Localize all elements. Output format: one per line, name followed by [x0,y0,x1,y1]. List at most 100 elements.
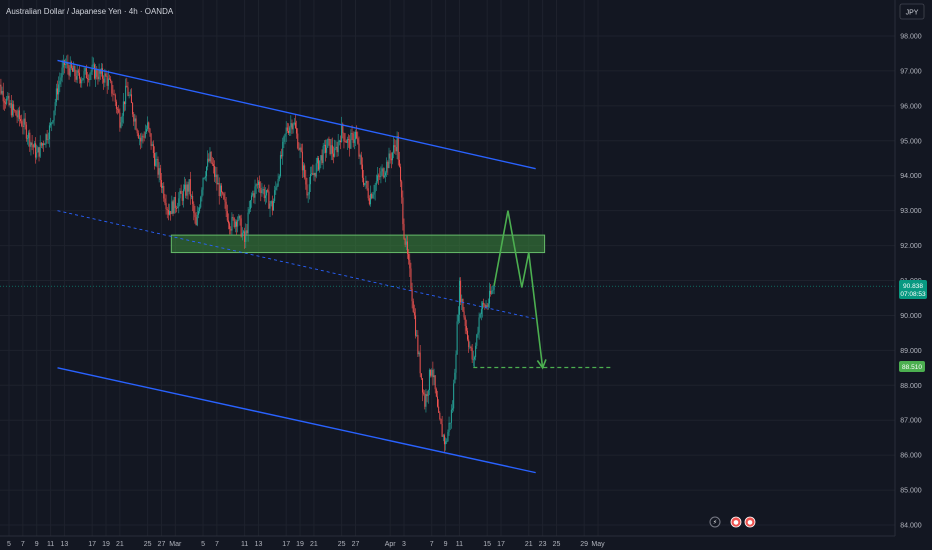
candle-body [207,158,209,167]
candle-body [118,109,120,113]
candle-body [219,185,221,197]
candle-body [418,352,420,355]
candle-body [352,133,354,143]
time-tick-label: 11 [456,541,463,548]
candle-body [360,155,362,165]
time-tick-label: 7 [21,541,25,548]
candle-body [197,211,199,215]
candle-body [254,186,256,198]
candle-body [285,127,287,134]
price-axis[interactable] [895,0,932,536]
candle-body [313,172,315,175]
price-tick-label: 90.000 [900,313,922,320]
candle-body [77,70,79,73]
currency-button[interactable]: JPY [899,3,925,20]
candle-body [305,177,307,185]
candle-body [269,203,271,209]
resistance-zone[interactable] [170,234,546,254]
flag-icon[interactable]: ● [744,516,756,528]
candle-body [293,122,295,124]
trend-channel[interactable] [0,59,895,474]
projection-polyline[interactable] [493,210,544,368]
candle-body [368,198,370,205]
candle-body [365,181,367,183]
time-tick-label: May [591,541,605,548]
candle-body [300,147,302,152]
candle-body [154,153,156,166]
candle-body [189,179,191,197]
candle-body [10,103,12,116]
candle-body [378,175,380,177]
candle-body [130,94,132,104]
flag-icon[interactable]: ● [730,516,742,528]
candle-body [412,301,414,313]
candle-body [15,110,17,116]
resistance-zone-box[interactable] [170,234,546,254]
candle-body [16,115,18,118]
candle-body [132,103,134,115]
time-tick-label: 11 [47,541,54,548]
mid-channel-dashed-line[interactable] [57,210,536,320]
upper-channel-line[interactable] [57,59,536,170]
candle-body [157,159,159,175]
candle-body [187,184,189,192]
candle-body [491,290,493,294]
candle-body [264,195,266,199]
candle-body [17,110,19,118]
candle-body [390,158,392,161]
candle-body [442,435,444,437]
price-tick-label: 97.000 [900,68,922,75]
candle-body [58,84,60,95]
candle-body [224,198,226,202]
candle-body [282,141,284,157]
candle-body [306,184,308,196]
candle-body [14,110,16,111]
candle-body [335,146,337,149]
candle-body [13,104,15,111]
candle-body [23,118,25,127]
candle-body [441,423,443,437]
event-markers[interactable]: ⚡ ● ● [709,516,756,528]
lower-channel-line[interactable] [57,367,536,474]
candle-body [263,188,265,199]
candle-body [323,144,325,147]
candle-body [432,369,434,378]
candle-body [279,155,281,177]
candle-body [274,190,276,201]
candle-body [177,207,179,209]
candle-body [423,392,425,394]
time-tick-label: 13 [255,541,263,548]
candle-body [38,147,40,157]
candle-body [434,375,436,390]
time-tick-label: 17 [282,541,290,548]
candle-body [449,422,451,424]
candle-body [404,238,406,245]
candle-body [210,151,212,163]
candle-body [179,190,181,199]
candle-body [328,138,330,140]
candle-body [201,189,203,198]
candle-body [105,73,107,77]
candle-body [182,189,184,201]
current-price-label: 90.838 [903,283,923,290]
candle-body [208,158,210,162]
time-axis[interactable] [0,536,932,550]
candle-body [209,151,211,162]
candle-body [52,120,54,123]
time-tick-label: 9 [35,541,39,548]
candle-body [170,211,172,215]
candle-body [249,200,251,210]
lightning-icon[interactable]: ⚡ [709,516,721,528]
candle-body [173,196,175,214]
candle-body [355,131,356,140]
candle-body [158,168,160,175]
candle-body [435,389,437,397]
candle-body [299,147,301,150]
candle-body [456,321,458,355]
candle-body [397,136,399,160]
candle-body [267,190,269,192]
projection-path[interactable] [473,210,613,370]
candle-body [487,303,489,307]
candle-body [229,223,231,229]
